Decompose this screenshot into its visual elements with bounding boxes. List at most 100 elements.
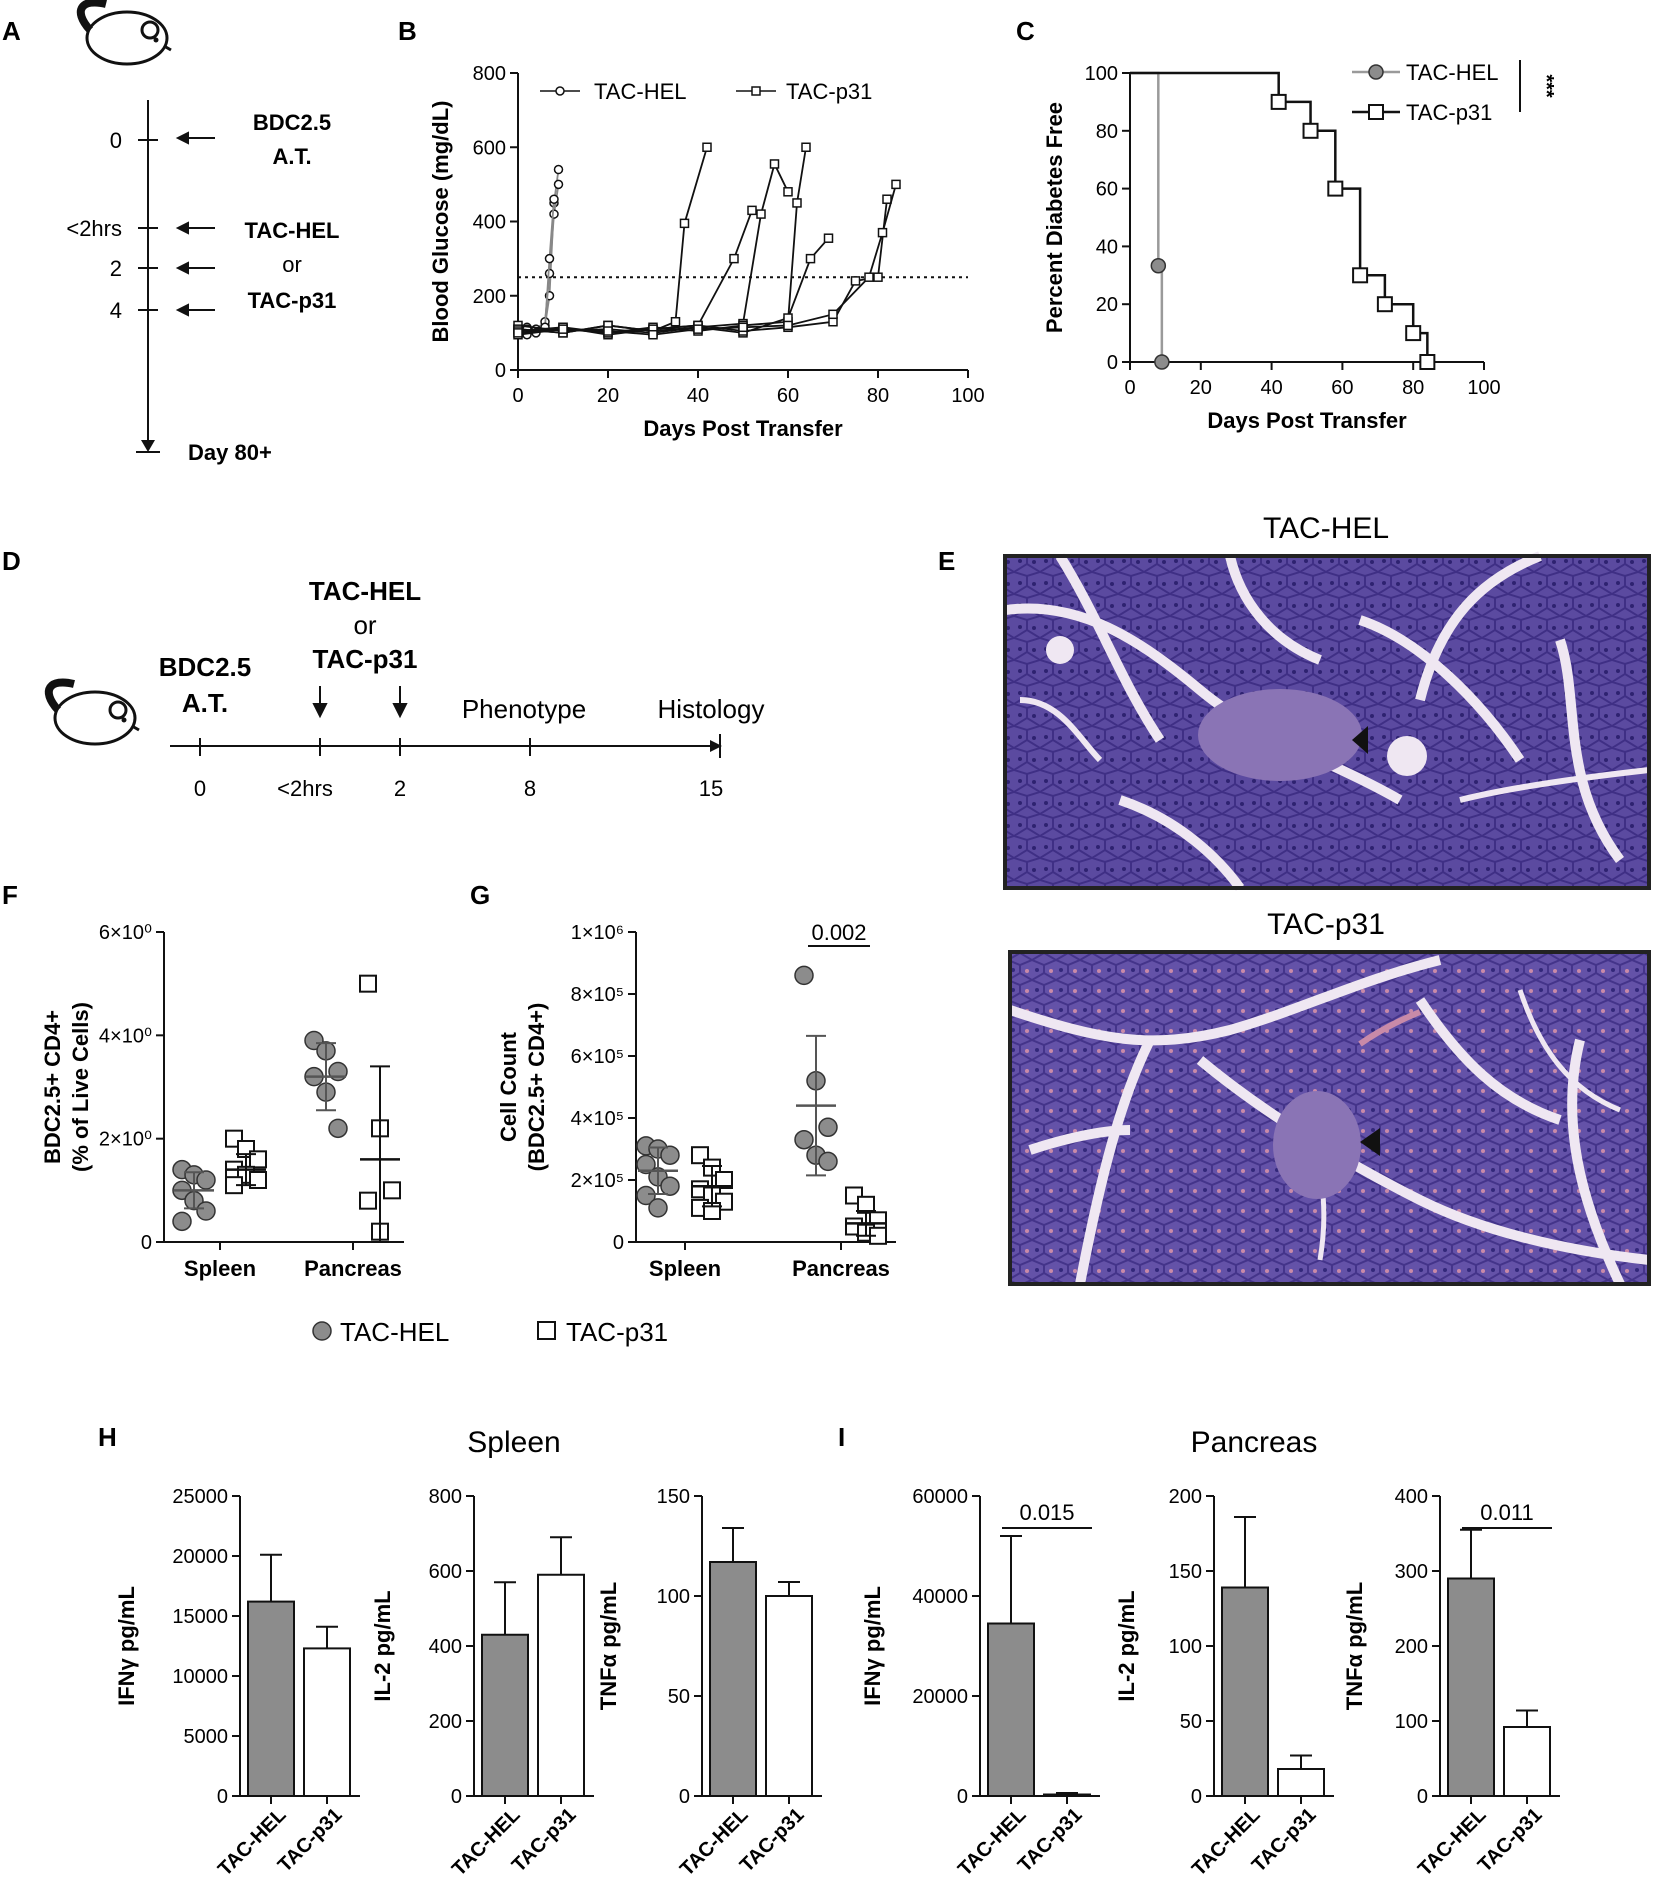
panel-d: D 0 <2hrs 2 8 15 BDC2.5 A.T. TAC-HEL or … xyxy=(2,546,764,801)
data-point xyxy=(828,309,838,320)
y-axis-label: TNFα pg/mL xyxy=(1342,1582,1367,1710)
timeline-d-tick: 2 xyxy=(394,776,406,801)
timeline-a-tick: 4 xyxy=(110,298,122,323)
data-point xyxy=(172,1211,192,1232)
bar xyxy=(481,1633,529,1797)
mouse-icon xyxy=(76,0,172,66)
y-tick-label: 4×10⁰ xyxy=(99,1025,152,1047)
y-tick-label: 2×10⁵ xyxy=(571,1170,624,1192)
x-tick-label: TAC-HEL xyxy=(448,1804,525,1881)
data-point xyxy=(864,272,874,282)
y-tick-label: 2×10⁰ xyxy=(99,1129,152,1151)
islet-arrow-icon xyxy=(1360,1128,1380,1156)
panel-letter-h: H xyxy=(98,1422,117,1452)
survival-marker xyxy=(1419,354,1436,370)
bar xyxy=(987,1622,1035,1797)
panel-i-title: Pancreas xyxy=(1191,1426,1318,1459)
data-point xyxy=(603,326,613,336)
data-point xyxy=(383,1181,401,1200)
y-tick-label: 0 xyxy=(957,1786,968,1808)
data-point xyxy=(783,187,793,197)
data-point xyxy=(850,276,861,286)
data-point xyxy=(553,164,564,175)
event-label: or xyxy=(282,252,302,277)
timeline-d-tick: 15 xyxy=(699,776,723,801)
y-tick-label: 600 xyxy=(429,1561,462,1583)
histology-title-hel: TAC-HEL xyxy=(1263,512,1389,545)
data-point xyxy=(679,218,690,229)
event-label: TAC-HEL xyxy=(245,218,340,243)
data-point xyxy=(818,1117,838,1138)
y-tick-label: 150 xyxy=(1169,1561,1202,1583)
panel-g: G 0 2×10⁵ 4×10⁵ 6×10⁵ 8×10⁵ 1×10⁶ Spleen Pancre… xyxy=(470,880,896,1281)
y-tick-label: 25000 xyxy=(172,1486,228,1508)
bar xyxy=(1447,1577,1495,1797)
y-tick-label: 0 xyxy=(679,1786,690,1808)
y-tick-label: 40 xyxy=(1096,236,1118,258)
series-line xyxy=(517,184,897,336)
y-axis-label: TNFα pg/mL xyxy=(596,1582,621,1710)
y-tick-label: 20000 xyxy=(172,1546,228,1568)
y-tick-label: 50 xyxy=(668,1686,690,1708)
event-label: BDC2.5 xyxy=(253,110,331,135)
survival-step-line xyxy=(1130,71,1164,362)
y-tick-label: 200 xyxy=(473,286,506,308)
panel-letter-a: A xyxy=(2,16,21,46)
legend-marker xyxy=(1368,104,1384,120)
bar xyxy=(1277,1768,1325,1797)
data-point xyxy=(873,272,883,282)
event-label: TAC-p31 xyxy=(248,288,337,313)
count-scatter: 0 2×10⁵ 4×10⁵ 6×10⁵ 8×10⁵ 1×10⁶ Spleen Pancreas… xyxy=(496,920,896,1281)
survival-marker xyxy=(1302,122,1319,139)
y-tick-label: 20000 xyxy=(912,1686,968,1708)
legend-fg: TAC-HEL TAC-p31 xyxy=(312,1317,668,1347)
data-point xyxy=(648,1198,668,1218)
x-tick-label: 80 xyxy=(867,385,889,407)
panel-h: H Spleen 0500010000150002000025000TAC-HE… xyxy=(98,1422,822,1881)
legend-label: TAC-p31 xyxy=(1406,100,1492,125)
y-tick-label: 0 xyxy=(451,1786,462,1808)
survival-marker xyxy=(1150,258,1167,274)
y-tick-label: 0 xyxy=(1191,1786,1202,1808)
timeline-d-tick: 8 xyxy=(524,776,536,801)
survival-marker xyxy=(1270,93,1287,110)
data-point xyxy=(249,1150,267,1169)
survival-chart: 0 20 40 60 80 100 0 20 40 60 80 100 Days Post Transf… xyxy=(1042,60,1557,433)
y-axis-label: IL-2 pg/mL xyxy=(1114,1590,1139,1701)
legend-label: TAC-HEL xyxy=(594,79,687,104)
data-point xyxy=(818,1151,838,1172)
timeline-a-ticks: 0 <2hrs 2 4 xyxy=(66,128,158,323)
event-label: or xyxy=(353,610,376,640)
x-tick-label: Pancreas xyxy=(304,1256,402,1281)
data-point xyxy=(636,1154,656,1175)
bar-chart-ifng-spleen: 0500010000150002000025000TAC-HELTAC-p31I… xyxy=(114,1486,360,1881)
panel-a: A 0 <2hrs 2 4 BDC2.5 A.T. TA xyxy=(2,0,340,465)
y-axis-label: BDC2.5+ CD4+ xyxy=(40,1010,65,1164)
data-point xyxy=(549,194,559,204)
legend-marker-p31 xyxy=(537,1321,556,1340)
y-tick-label: 100 xyxy=(1169,1636,1202,1658)
bar xyxy=(765,1595,813,1797)
y-tick-label: 200 xyxy=(1395,1636,1428,1658)
y-tick-label: 10000 xyxy=(172,1666,228,1688)
x-tick-label: 60 xyxy=(777,385,799,407)
data-point xyxy=(729,253,739,264)
bar xyxy=(247,1600,295,1797)
data-point xyxy=(328,1118,348,1139)
y-axis-label: Blood Glucose (mg/dL) xyxy=(428,101,453,343)
data-point xyxy=(660,1176,680,1196)
y-tick-label: 0 xyxy=(613,1232,624,1254)
legend-marker xyxy=(1368,64,1384,80)
histology-title-p31: TAC-p31 xyxy=(1267,908,1385,941)
data-point xyxy=(648,329,658,340)
panel-c: C 0 20 40 60 80 100 0 20 40 60 80 100 Days Post Tran… xyxy=(1016,16,1557,433)
end-label: Day 80+ xyxy=(188,440,272,465)
timeline-d-tick: 0 xyxy=(194,776,206,801)
islet xyxy=(1273,1091,1361,1199)
x-tick-label: Spleen xyxy=(649,1256,721,1281)
y-axis-label: Cell Count xyxy=(496,1031,521,1142)
y-tick-label: 100 xyxy=(1395,1711,1428,1733)
